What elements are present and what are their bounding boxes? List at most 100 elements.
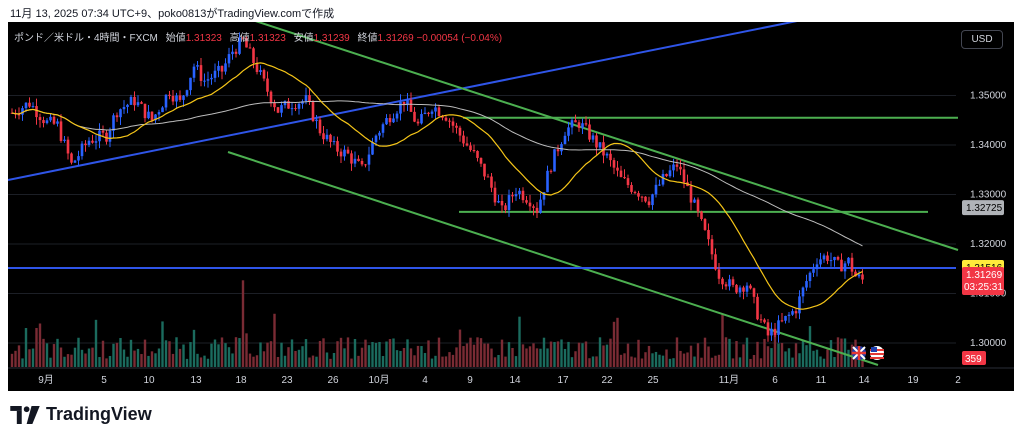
time-tick-label: 10 [143,375,155,386]
candle-body [479,157,483,164]
volume-bar [52,344,56,367]
volume-bar [773,329,777,367]
volume-bar [35,327,38,367]
candle-body [126,104,129,107]
tradingview-logo[interactable]: TradingView [10,404,152,425]
candle-body [388,118,392,123]
candle-body [413,111,416,122]
volume-bar [661,355,665,367]
candle-body [322,133,325,140]
candle-body [710,239,714,255]
candle-body [150,111,154,121]
volume-bar [175,337,178,367]
candle-body [588,124,591,140]
volume-bar [672,358,675,367]
volume-bar [252,356,255,367]
candle-body [318,119,322,134]
time-tick-label: 19 [907,375,919,386]
volume-bar [504,356,507,367]
candle-body [392,118,395,123]
volume-bar [437,337,441,367]
candle-body [696,199,700,212]
time-tick-label: 9月 [38,374,54,386]
time-tick-label: 22 [601,375,613,386]
candle-body [427,112,430,114]
volume-bar [339,337,343,367]
volume-bar [577,342,581,367]
candle-body [52,116,56,124]
low-value: 1.31239 [313,33,350,44]
candle-body [133,96,136,106]
volume-bar [374,342,378,367]
candle-body [724,284,728,287]
volume-bar [857,357,861,367]
candle-body [728,279,731,287]
candle-body [119,109,122,118]
brand-name: TradingView [46,404,152,424]
volume-bar [199,357,203,367]
volume-bar [458,329,462,367]
candle-body [84,143,87,146]
candle-body [458,127,462,136]
candle-body [21,108,24,115]
volume-bar [486,343,490,367]
candle-body [420,114,423,124]
candle-body [850,257,854,272]
volume-bar [528,346,532,367]
volume-bar [14,350,17,367]
volume-bar [570,357,574,367]
candle-body [819,259,822,265]
volume-bar [553,342,556,367]
us-flag-icon[interactable] [870,346,884,360]
volume-bar [682,353,686,367]
candle-body [784,315,787,321]
time-tick-label: 11月 [719,374,739,386]
candle-body [700,211,703,220]
candle-body [637,193,640,197]
chart-frame[interactable]: 1.300001.310001.320001.330001.340001.350… [8,22,1014,391]
volume-bar [238,338,241,367]
uk-flag-icon[interactable] [852,346,866,360]
volume-bar [406,339,409,367]
tradingview-logo-icon [10,405,40,424]
event-flags[interactable] [852,346,884,360]
candle-body [423,112,427,115]
candle-body [861,274,864,280]
volume-bar [749,358,752,367]
volume-bar [140,354,143,367]
volume-bar [801,340,805,367]
volume-bar [647,345,651,367]
volume-bar [602,345,605,367]
candle-body [703,219,707,230]
volume-bar [476,337,479,367]
time-tick-label: 6 [772,375,778,386]
price-chart[interactable]: 1.300001.310001.320001.330001.340001.350… [8,22,1014,391]
candles [10,32,864,343]
volume-bar [668,358,672,367]
volume-bar [521,344,525,367]
candle-body [213,70,217,78]
candle-body [49,116,52,121]
time-axis[interactable]: 9月 5 10 13 18 23 26 10月 4 9 14 17 22 25 11月 6 11 14 19 2 [8,367,1014,386]
volume-bar [318,340,322,367]
volume-bar [392,338,395,367]
currency-button[interactable]: USD [961,30,1003,49]
volume-bar [115,342,119,367]
candle-body [462,135,465,144]
volume-bar [196,353,199,367]
candle-body [238,37,241,54]
volume-bar [56,338,59,367]
volume-bar [710,357,714,367]
volume-bar [308,357,311,367]
price-axis[interactable]: 1.300001.310001.320001.330001.340001.350… [962,91,1007,366]
candle-body [812,269,815,273]
candle-body [367,154,371,165]
candle-body [112,115,115,131]
candle-body [217,65,220,71]
candle-body [651,194,654,206]
volume-bar [584,341,588,367]
candle-body [350,153,353,164]
candle-body [283,101,287,106]
candle-body [560,144,563,152]
time-tick-label: 9 [467,375,473,386]
